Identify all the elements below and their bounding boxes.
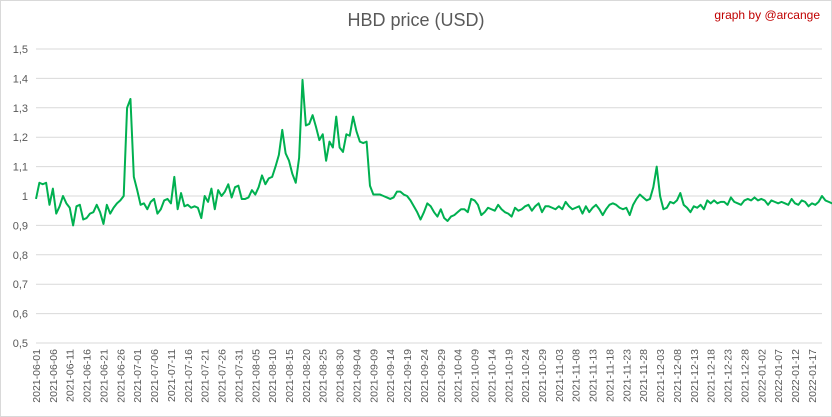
chart-credit: graph by @arcange (714, 8, 820, 22)
x-tick-label: 2021-11-13 (588, 349, 600, 402)
x-tick-label: 2021-11-08 (571, 349, 583, 402)
x-tick-label: 2021-07-26 (217, 349, 229, 403)
y-tick-label: 0,9 (13, 220, 28, 232)
x-tick-label: 2021-08-30 (335, 349, 347, 403)
chart-title: HBD price (USD) (347, 10, 485, 30)
x-tick-label: 2021-12-08 (672, 349, 684, 403)
x-tick-label: 2021-09-09 (368, 349, 380, 403)
y-tick-label: 1,1 (13, 162, 28, 174)
y-tick-label: 0,7 (13, 279, 28, 291)
x-tick-label: 2021-07-06 (149, 349, 161, 403)
x-tick-label: 2021-09-24 (419, 349, 431, 403)
x-tick-label: 2021-12-18 (706, 349, 718, 403)
grid-lines (36, 48, 822, 344)
y-axis-ticks: 0,5 0,6 0,7 0,8 0,9 1 1,1 1,2 1,3 1,4 1,5 (13, 44, 28, 350)
x-tick-label: 2021-09-14 (385, 349, 397, 403)
x-tick-label: 2021-07-16 (183, 349, 195, 403)
x-tick-label: 2021-08-25 (318, 349, 330, 403)
x-tick-label: 2022-01-07 (773, 349, 785, 403)
x-tick-label: 2021-11-28 (638, 349, 650, 402)
y-tick-label: 1,5 (13, 44, 28, 56)
x-tick-label: 2021-09-04 (351, 349, 363, 403)
x-tick-label: 2021-06-26 (115, 349, 127, 403)
x-tick-label: 2021-12-28 (739, 349, 751, 403)
x-tick-label: 2021-09-19 (402, 349, 414, 403)
y-tick-label: 0,5 (13, 338, 28, 350)
x-tick-label: 2021-08-15 (284, 349, 296, 403)
x-tick-label: 2021-07-11 (166, 349, 178, 402)
y-tick-label: 0,6 (13, 309, 28, 321)
x-tick-label: 2022-01-17 (807, 349, 819, 403)
x-tick-label: 2021-10-24 (520, 349, 532, 403)
x-tick-label: 2021-10-19 (503, 349, 515, 403)
y-tick-label: 1,4 (13, 73, 28, 85)
x-tick-label: 2021-06-16 (82, 349, 94, 403)
x-tick-label: 2021-08-20 (301, 349, 313, 403)
x-tick-label: 2021-08-10 (267, 349, 279, 403)
y-tick-label: 1,3 (13, 103, 28, 115)
x-tick-label: 2021-09-29 (436, 349, 448, 403)
x-tick-label: 2021-12-03 (655, 349, 667, 403)
x-axis-ticks: 2021-06-01 2021-06-06 2021-06-11 2021-06-16… (31, 349, 819, 403)
x-tick-label: 2021-07-01 (132, 349, 144, 403)
x-tick-label: 2021-10-29 (537, 349, 549, 403)
x-tick-label: 2022-01-02 (756, 349, 768, 403)
x-tick-label: 2021-10-14 (486, 349, 498, 403)
x-tick-label: 2021-11-23 (621, 349, 633, 402)
x-tick-label: 2021-06-11 (65, 349, 77, 402)
y-tick-label: 0,8 (13, 250, 28, 262)
x-tick-label: 2021-08-05 (250, 349, 262, 403)
x-tick-label: 2021-12-13 (689, 349, 701, 403)
x-tick-label: 2021-10-09 (470, 349, 482, 403)
x-tick-label: 2021-06-01 (31, 349, 43, 403)
x-tick-label: 2021-07-21 (200, 349, 212, 403)
series-layer (35, 78, 832, 227)
y-tick-label: 1 (22, 191, 28, 203)
x-tick-label: 2021-06-21 (98, 349, 110, 403)
x-tick-label: 2022-01-12 (790, 349, 802, 403)
series-line (35, 78, 832, 227)
x-tick-label: 2021-07-31 (233, 349, 245, 403)
x-tick-label: 2021-11-18 (604, 349, 616, 402)
x-tick-label: 2021-06-06 (48, 349, 60, 403)
x-tick-label: 2021-12-23 (723, 349, 735, 403)
y-tick-label: 1,2 (13, 132, 28, 144)
x-tick-label: 2021-10-04 (453, 349, 465, 403)
x-tick-label: 2021-11-03 (554, 349, 566, 402)
